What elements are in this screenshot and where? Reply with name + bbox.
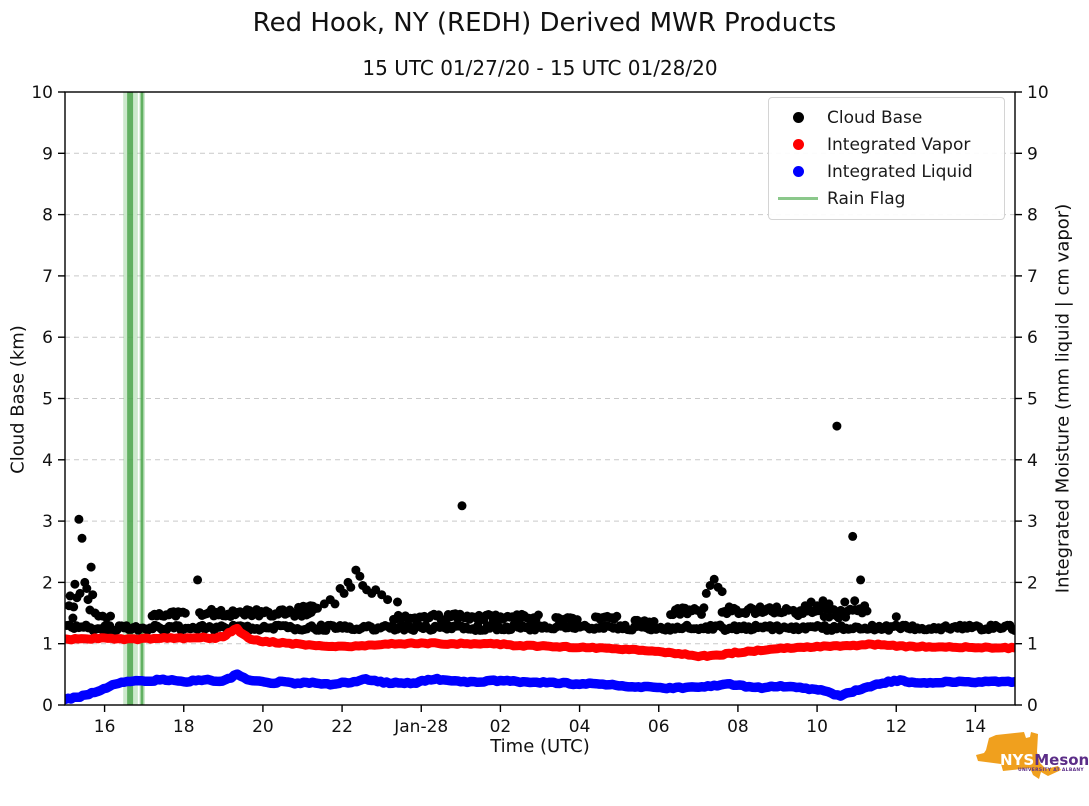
x-tick-label: Jan-28 xyxy=(393,717,448,737)
x-axis-label: Time (UTC) xyxy=(490,736,590,757)
y-tick-label-right: 2 xyxy=(1027,573,1038,593)
nys-mesonet-logo: NYSMesonet UNIVERSITY AT ALBANY xyxy=(972,722,1089,802)
x-tick-label: 12 xyxy=(885,717,907,737)
y-tick-label-left: 2 xyxy=(42,573,53,593)
ny-state-icon xyxy=(976,732,1061,779)
y-tick-label-left: 7 xyxy=(42,267,53,287)
y-axis-label-left: Cloud Base (km) xyxy=(7,325,29,474)
y-tick-label-right: 0 xyxy=(1027,696,1038,716)
legend-item-cloud-base: Cloud Base xyxy=(769,104,1004,131)
y-tick-label-left: 6 xyxy=(42,328,53,348)
y-tick-label-left: 0 xyxy=(42,696,53,716)
x-tick-label: 22 xyxy=(331,717,353,737)
legend-dot-icon xyxy=(792,112,804,123)
series-vapor xyxy=(65,623,1015,662)
y-tick-label-left: 8 xyxy=(42,206,53,226)
series-liquid xyxy=(65,669,1015,705)
y-tick-label-right: 7 xyxy=(1027,267,1038,287)
x-tick-label: 18 xyxy=(173,717,195,737)
legend-label: Integrated Liquid xyxy=(827,161,973,182)
legend-label: Integrated Vapor xyxy=(827,134,971,155)
legend-item-rain-flag: Rain Flag xyxy=(769,185,1004,212)
rain-flag-bands xyxy=(123,92,145,705)
x-tick-label: 06 xyxy=(648,717,670,737)
y-tick-label-left: 1 xyxy=(42,635,53,655)
x-tick-label: 08 xyxy=(727,717,749,737)
logo-nys-text: NYS xyxy=(1000,751,1035,769)
y-tick-label-left: 10 xyxy=(31,83,53,103)
legend-item-integrated-vapor: Integrated Vapor xyxy=(769,131,1004,158)
logo-mesonet-text: Mesonet xyxy=(1034,751,1089,769)
x-tick-label: 16 xyxy=(94,717,116,737)
y-tick-label-right: 6 xyxy=(1027,328,1038,348)
legend-line-icon xyxy=(778,197,818,200)
logo-caption-text: UNIVERSITY AT ALBANY xyxy=(1018,768,1084,773)
legend-dot-icon xyxy=(792,139,804,150)
legend-label: Rain Flag xyxy=(827,188,906,209)
x-tick-label: 10 xyxy=(806,717,828,737)
y-tick-label-left: 3 xyxy=(42,512,53,532)
legend-dot-icon xyxy=(792,166,804,177)
y-tick-label-right: 1 xyxy=(1027,635,1038,655)
x-tick-label: 02 xyxy=(490,717,512,737)
legend: Cloud Base Integrated Vapor Integrated Liq… xyxy=(768,97,1005,220)
chart-subtitle: 15 UTC 01/27/20 - 15 UTC 01/28/20 xyxy=(362,56,718,80)
y-tick-label-right: 10 xyxy=(1027,83,1049,103)
y-tick-label-right: 3 xyxy=(1027,512,1038,532)
x-tick-label: 04 xyxy=(569,717,591,737)
y-axis-label-right: Integrated Moisture (mm liquid | cm vapo… xyxy=(1052,203,1074,594)
chart-title: Red Hook, NY (REDH) Derived MWR Products xyxy=(252,8,837,38)
cloud-base-dots xyxy=(65,421,1015,635)
legend-item-integrated-liquid: Integrated Liquid xyxy=(769,158,1004,185)
y-tick-label-right: 9 xyxy=(1027,144,1038,164)
x-tick-label: 20 xyxy=(252,717,274,737)
y-tick-label-left: 9 xyxy=(42,144,53,164)
y-tick-label-left: 4 xyxy=(42,451,53,471)
y-tick-label-right: 8 xyxy=(1027,206,1038,226)
legend-label: Cloud Base xyxy=(827,107,923,128)
y-tick-label-left: 5 xyxy=(42,390,53,410)
y-tick-label-right: 4 xyxy=(1027,451,1038,471)
x-tick-label: 14 xyxy=(965,717,987,737)
y-tick-label-right: 5 xyxy=(1027,390,1038,410)
